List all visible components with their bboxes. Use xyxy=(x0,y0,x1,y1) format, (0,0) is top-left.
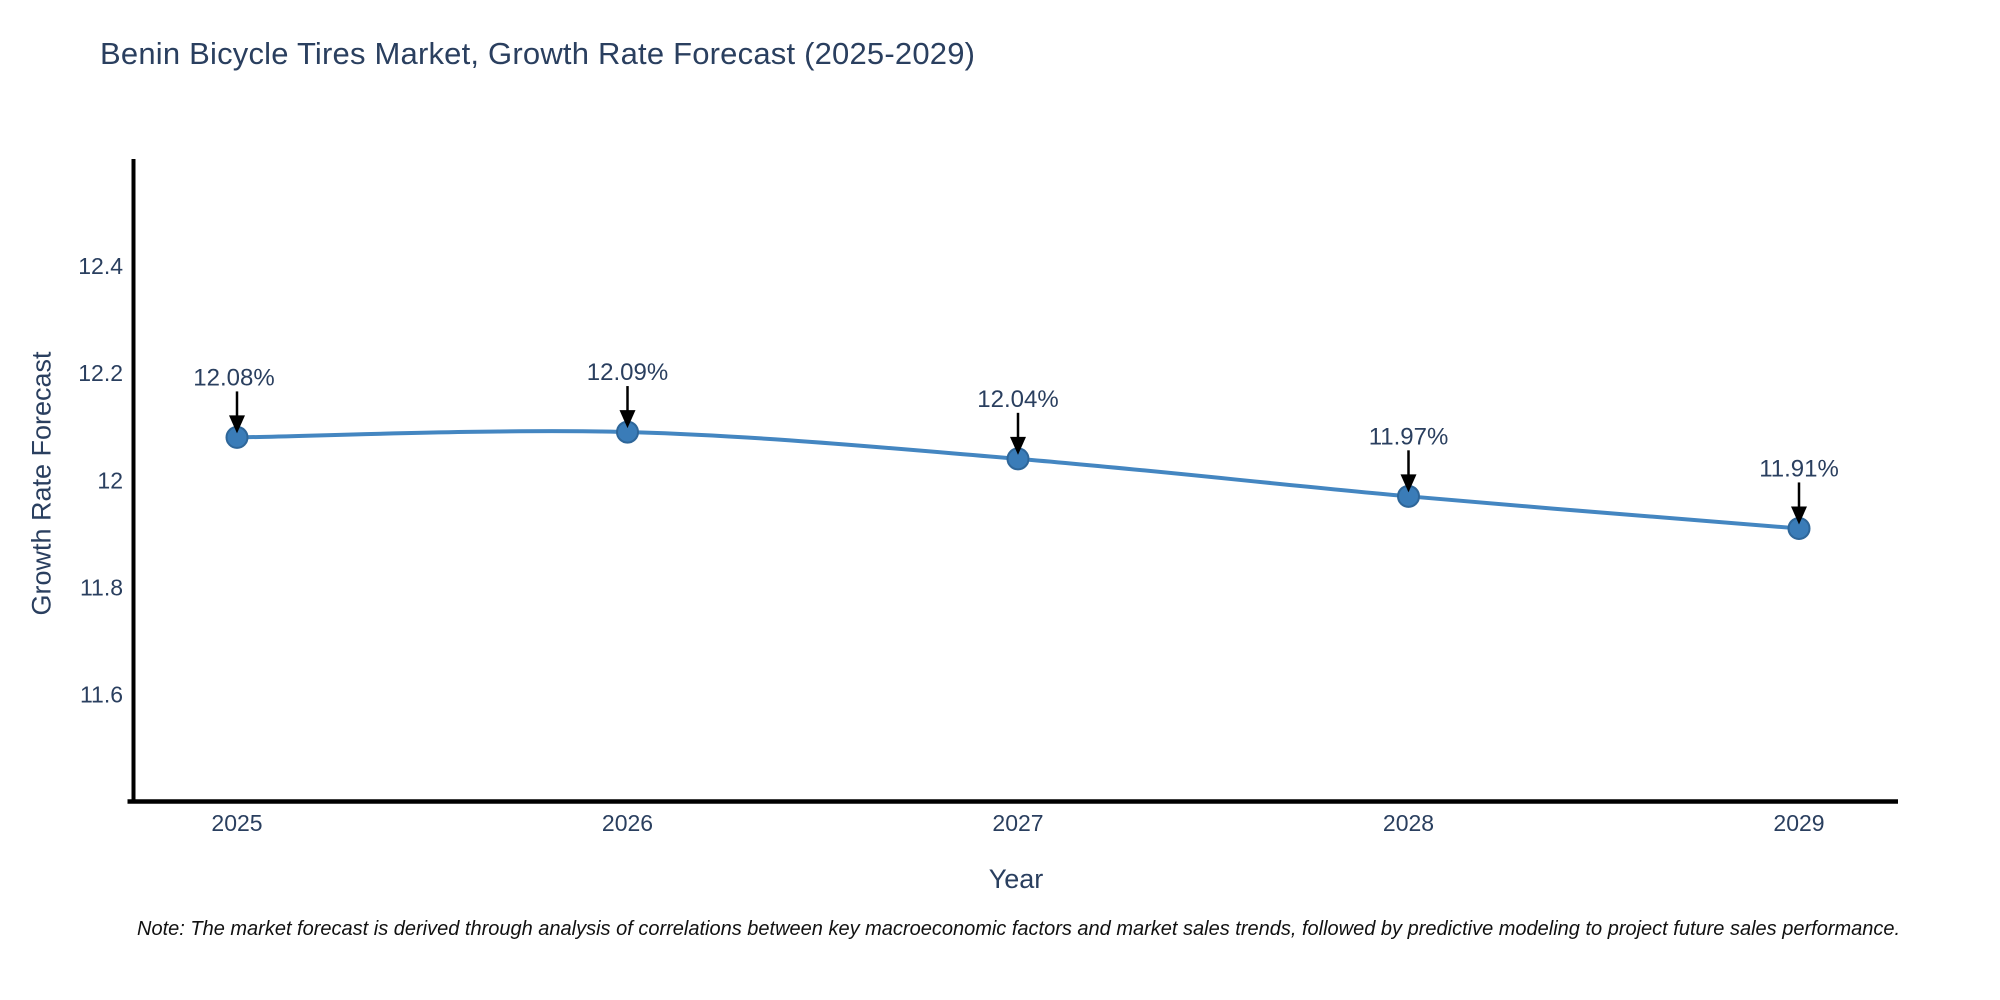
annotation-arrow-head xyxy=(1010,436,1026,455)
annotation-arrow-head xyxy=(1400,474,1417,493)
y-axis-title: Growth Rate Forecast xyxy=(26,351,57,616)
x-tick-label: 2028 xyxy=(1383,810,1434,836)
data-point-label: 12.04% xyxy=(977,386,1058,413)
x-tick-label: 2029 xyxy=(1773,810,1824,836)
x-tick-label: 2026 xyxy=(602,810,653,836)
annotation-arrow-head xyxy=(619,410,636,429)
chart-title: Benin Bicycle Tires Market, Growth Rate … xyxy=(100,36,976,71)
annotation-arrow-head xyxy=(1791,506,1807,525)
x-tick-label: 2025 xyxy=(211,810,262,836)
y-tick-label: 11.6 xyxy=(80,681,123,707)
y-tick-label: 11.8 xyxy=(80,574,123,600)
data-point-label: 11.97% xyxy=(1369,423,1449,450)
data-point-label: 11.91% xyxy=(1759,455,1839,482)
x-tick-label: 2027 xyxy=(992,810,1043,836)
y-tick-label: 12 xyxy=(97,467,123,493)
data-point-label: 12.09% xyxy=(587,359,668,386)
y-tick-label: 12.4 xyxy=(78,253,123,279)
footnote: Note: The market forecast is derived thr… xyxy=(137,918,1901,940)
x-axis-title: Year xyxy=(988,864,1044,894)
y-tick-label: 12.2 xyxy=(78,360,123,386)
data-point-label: 12.08% xyxy=(193,364,274,391)
annotation-arrow-head xyxy=(229,415,245,434)
